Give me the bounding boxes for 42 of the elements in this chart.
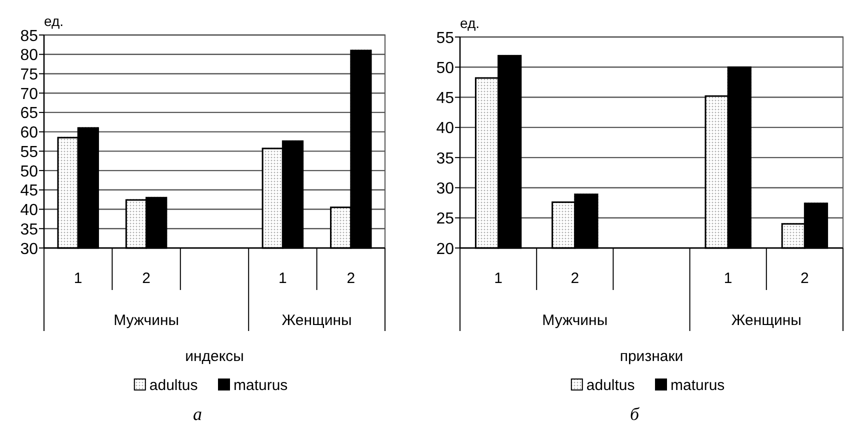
y-tick-label: 35 <box>20 221 38 238</box>
y-tick-label: 45 <box>436 90 454 108</box>
y-tick-label: 45 <box>20 182 38 200</box>
y-tick-label: 60 <box>20 124 38 142</box>
text: б <box>630 404 640 424</box>
x-tick-label: 1 <box>278 270 287 287</box>
y-tick-label: 55 <box>436 30 454 47</box>
y-tick-label: 50 <box>20 163 38 180</box>
x-tick-label: 1 <box>724 270 732 287</box>
y-tick-label: 70 <box>20 86 38 103</box>
x-tick-label: 2 <box>570 270 580 287</box>
x-tick-label: 2 <box>346 270 356 287</box>
legend-label: adultus <box>586 377 635 394</box>
text: а <box>193 404 202 424</box>
y-tick-label: 55 <box>20 144 38 161</box>
x-tick-label: 1 <box>494 270 502 287</box>
y-tick-label: 75 <box>20 66 38 84</box>
y-tick-label: 30 <box>20 240 38 258</box>
y-tick-label: 40 <box>436 120 454 138</box>
x-tick-label: 1 <box>74 270 82 287</box>
y-tick-label: 50 <box>436 60 454 77</box>
y-axis-title: ед. <box>460 15 480 31</box>
text: Женщины <box>731 312 802 329</box>
y-tick-label: 25 <box>436 210 454 228</box>
y-tick-label: 40 <box>20 202 38 220</box>
x-axis-title: индексы <box>185 348 244 365</box>
y-axis-title: ед. <box>44 13 64 29</box>
y-tick-label: 80 <box>20 47 38 64</box>
y-tick-label: 65 <box>20 105 38 122</box>
x-tick-label: 2 <box>142 270 150 287</box>
legend-label: maturus <box>670 377 725 394</box>
y-tick-label: 30 <box>436 180 454 198</box>
x-tick-label: 2 <box>800 270 809 287</box>
text: Мужчины <box>114 312 180 329</box>
y-tick-label: 20 <box>436 240 454 258</box>
legend-label: adultus <box>149 377 198 394</box>
y-tick-label: 35 <box>436 150 454 168</box>
text: Мужчины <box>542 312 608 329</box>
y-tick-label: 85 <box>20 28 38 45</box>
text: Женщины <box>282 312 352 329</box>
legend-label: maturus <box>234 377 288 394</box>
x-axis-title: признаки <box>620 348 684 365</box>
